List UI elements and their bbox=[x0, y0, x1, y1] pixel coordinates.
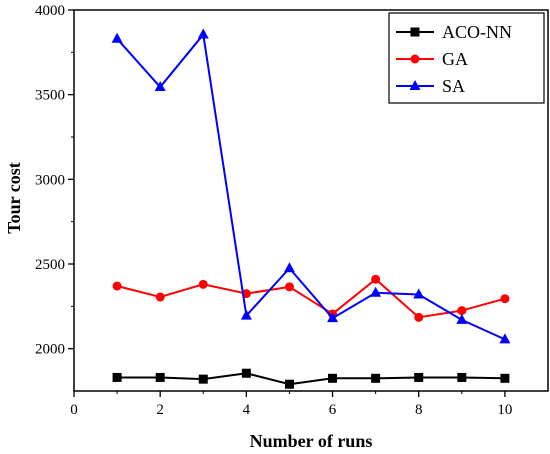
data-point-sa bbox=[499, 333, 511, 344]
data-point-aco-nn bbox=[155, 372, 165, 382]
legend-marker-aco-nn bbox=[410, 27, 420, 37]
y-tick-label: 2000 bbox=[35, 342, 65, 358]
data-point-aco-nn bbox=[198, 374, 208, 384]
series-line-ga bbox=[116, 277, 506, 319]
data-point-ga bbox=[198, 279, 208, 289]
data-point-aco-nn bbox=[284, 379, 294, 389]
y-axis-title: Tour cost bbox=[4, 162, 24, 234]
data-point-aco-nn bbox=[371, 373, 381, 383]
data-point-aco-nn bbox=[457, 372, 467, 382]
data-point-sa bbox=[283, 262, 295, 273]
data-point-aco-nn bbox=[328, 373, 338, 383]
legend-label-sa: SA bbox=[442, 76, 465, 96]
series-sa bbox=[111, 28, 511, 344]
legend-label-ga: GA bbox=[442, 49, 468, 69]
y-tick-label: 2500 bbox=[35, 257, 65, 273]
y-tick-label: 3500 bbox=[35, 88, 65, 104]
x-tick-label: 0 bbox=[70, 402, 78, 418]
data-point-sa bbox=[456, 313, 468, 324]
x-tick-label: 6 bbox=[329, 402, 337, 418]
data-point-aco-nn bbox=[241, 368, 251, 378]
data-point-ga bbox=[500, 294, 510, 304]
x-axis-title: Number of runs bbox=[250, 431, 373, 451]
x-tick-label: 2 bbox=[156, 402, 164, 418]
data-point-sa bbox=[154, 81, 166, 92]
data-point-aco-nn bbox=[500, 373, 510, 383]
data-point-ga bbox=[414, 312, 424, 322]
data-point-sa bbox=[197, 28, 209, 39]
x-tick-label: 4 bbox=[243, 402, 251, 418]
data-point-aco-nn bbox=[414, 372, 424, 382]
data-point-sa bbox=[370, 286, 382, 297]
data-point-sa bbox=[327, 312, 339, 323]
x-tick-label: 8 bbox=[415, 402, 423, 418]
y-tick-label: 4000 bbox=[35, 3, 65, 19]
legend-marker-ga bbox=[410, 54, 420, 64]
series-line-sa bbox=[116, 32, 506, 341]
data-point-ga bbox=[155, 292, 165, 302]
plot-frame bbox=[73, 9, 549, 392]
plot-area bbox=[73, 9, 549, 392]
series-line-aco-nn bbox=[117, 372, 505, 386]
data-point-sa bbox=[413, 288, 425, 299]
series-ga bbox=[112, 274, 510, 322]
data-point-ga bbox=[457, 306, 467, 316]
legend: ACO-NN GA SA bbox=[388, 12, 545, 104]
x-axis: 0 2 4 6 8 10 bbox=[70, 391, 512, 418]
data-point-ga bbox=[112, 281, 122, 291]
series-layer bbox=[111, 28, 511, 389]
y-axis: 2000 2500 3000 3500 4000 bbox=[35, 3, 74, 358]
data-point-ga bbox=[284, 282, 294, 292]
y-tick-label: 3000 bbox=[35, 172, 65, 188]
legend-marker-sa bbox=[409, 80, 421, 90]
x-tick-label: 10 bbox=[497, 402, 512, 418]
series-aco-nn bbox=[112, 368, 510, 389]
legend-label-aco-nn: ACO-NN bbox=[442, 22, 512, 42]
data-point-aco-nn bbox=[112, 372, 122, 382]
data-point-sa bbox=[111, 32, 123, 43]
data-point-ga bbox=[371, 274, 381, 284]
data-point-sa bbox=[240, 309, 252, 320]
